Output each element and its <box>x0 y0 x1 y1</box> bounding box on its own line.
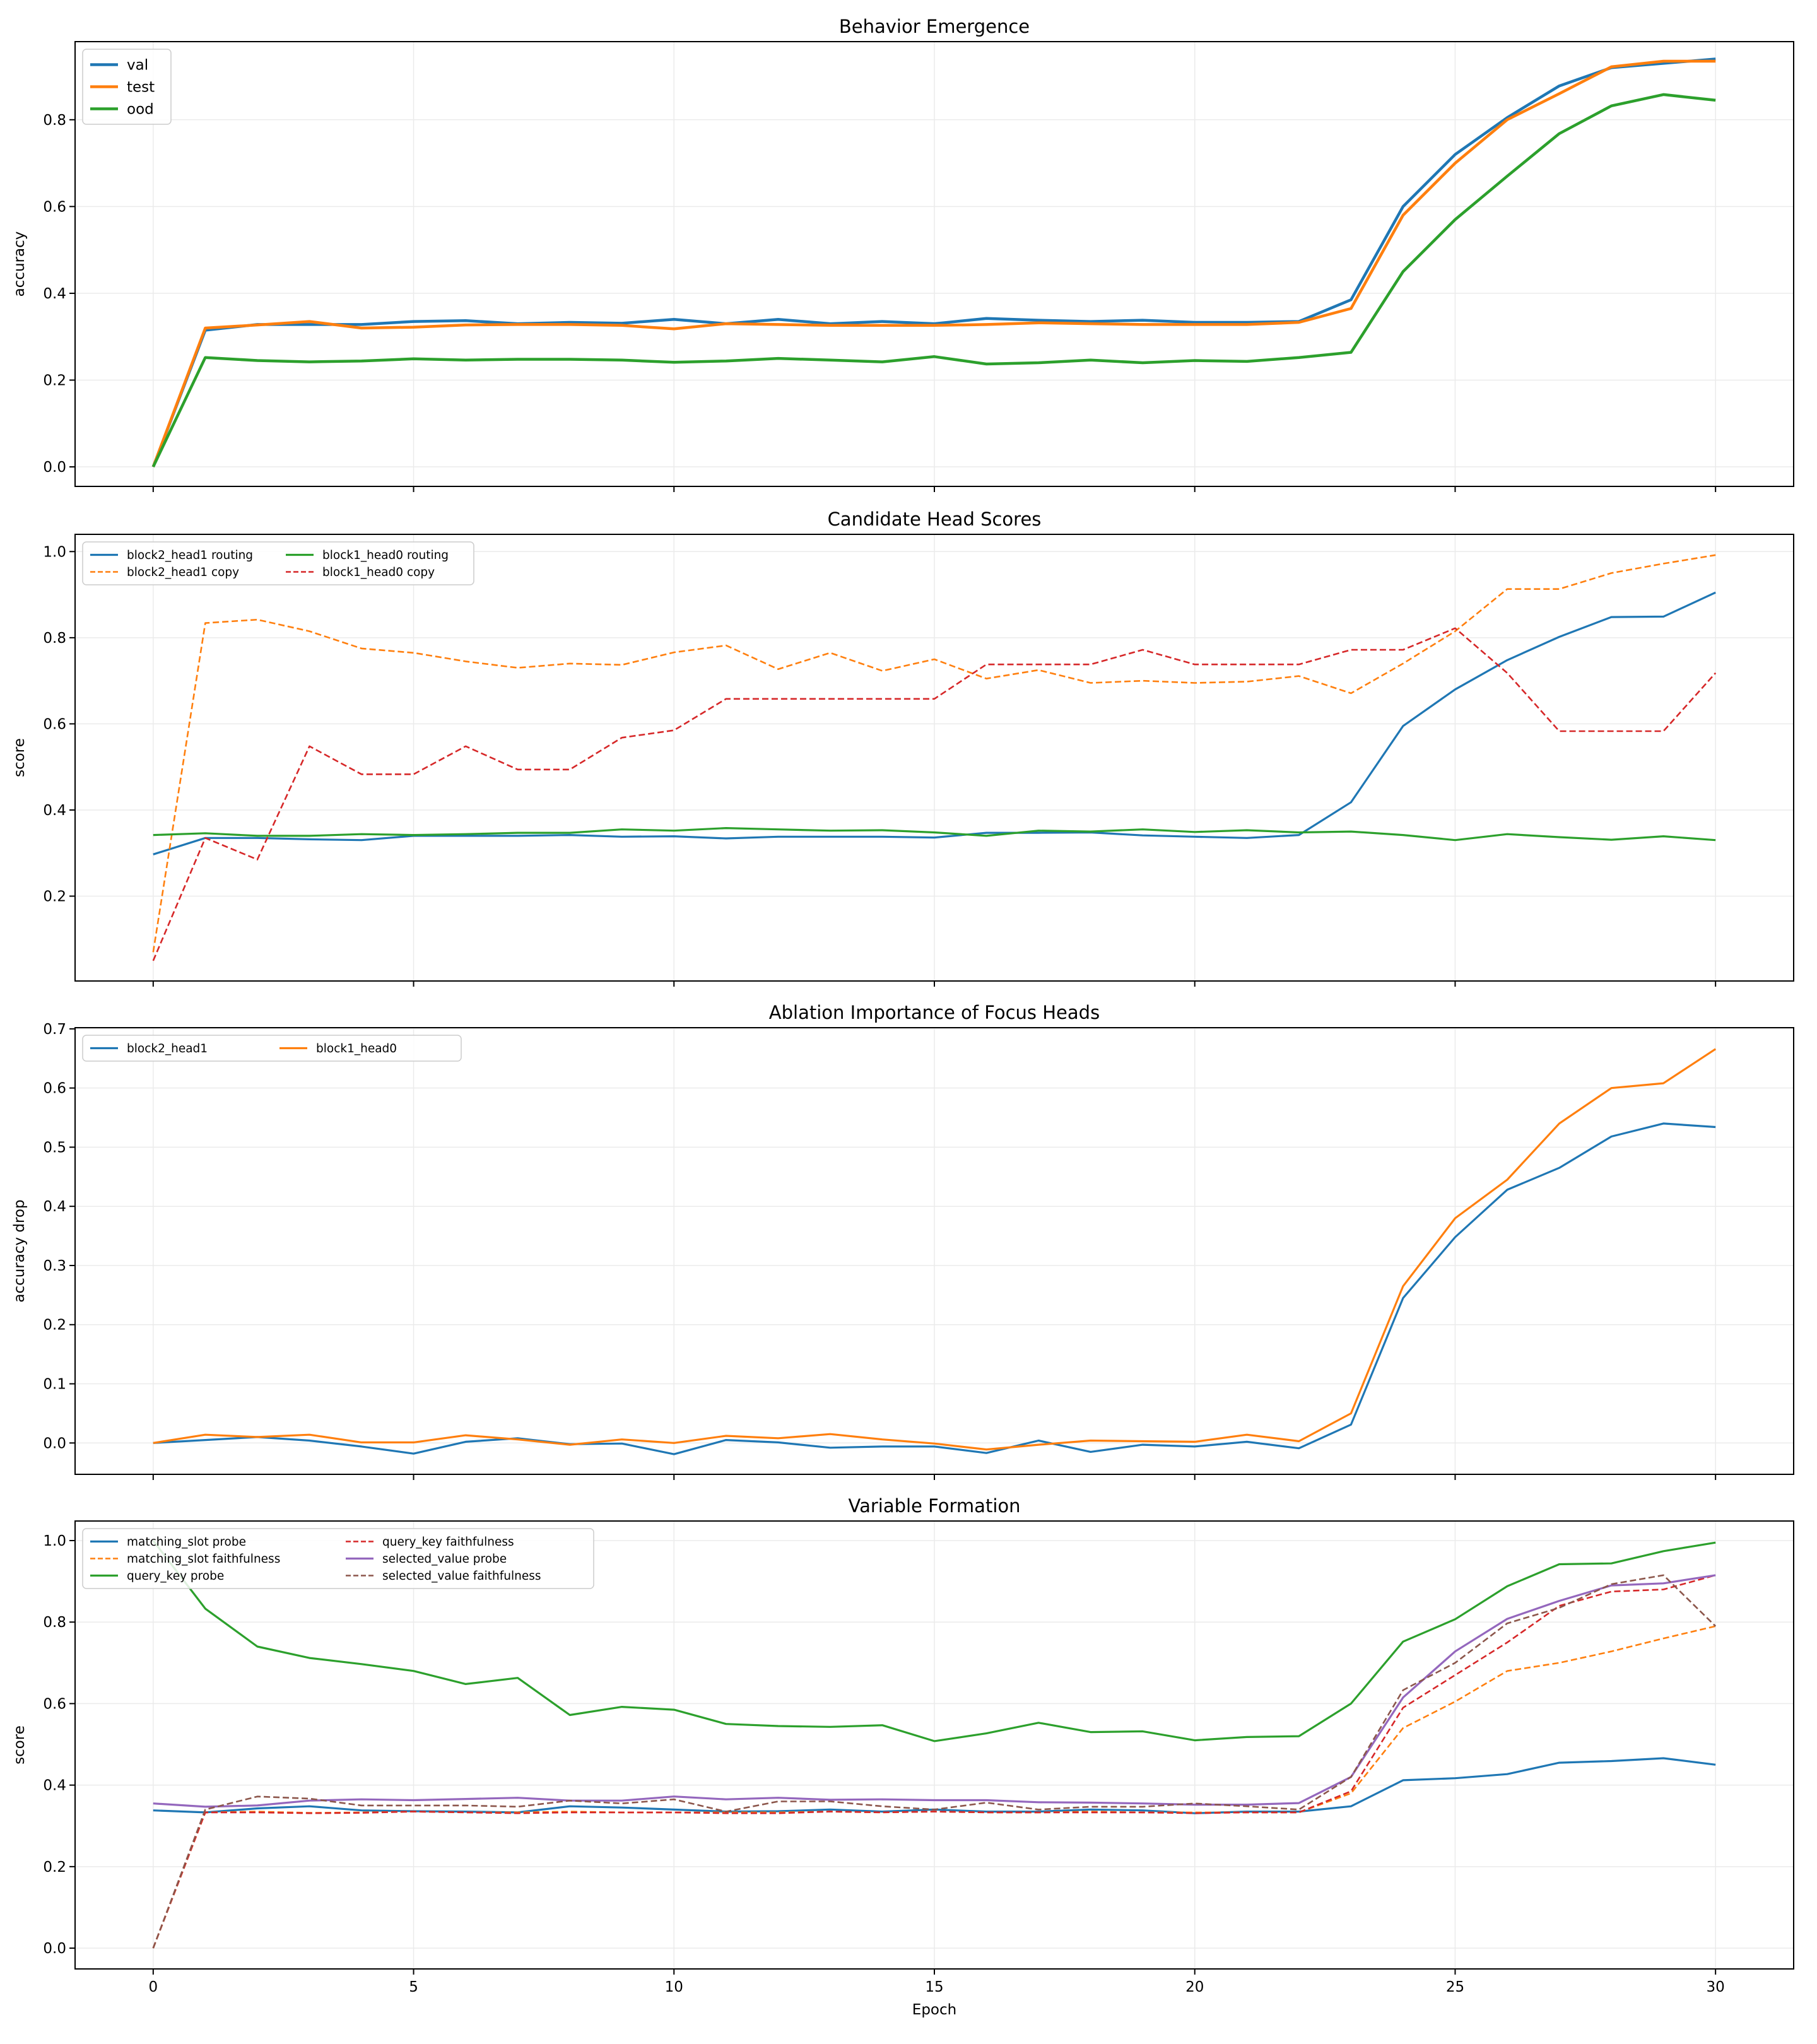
legend-label: matching_slot faithfulness <box>127 1553 280 1566</box>
series-line-block2-head1 <box>153 1122 1716 1455</box>
legend-label: block2_head1 <box>127 1042 208 1055</box>
legend-label: val <box>127 57 148 74</box>
y-tick-label: 0.4 <box>43 1778 66 1794</box>
y-axis-label: score <box>11 738 28 777</box>
y-tick-label: 0.8 <box>43 630 66 647</box>
legend-box <box>82 1035 462 1062</box>
legend: val test ood <box>82 49 172 125</box>
legend-label: selected_value faithfulness <box>382 1570 541 1583</box>
series-line-block2-head1-copy <box>152 554 1716 953</box>
legend-box <box>82 49 172 125</box>
legend-label: query_key probe <box>127 1570 224 1583</box>
legend-label: block1_head0 routing <box>322 549 449 562</box>
chart-panel-3: 0.0 0.1 0.2 0.3 0.4 0.5 0.6 0.7 Ablation Importa… <box>11 1002 1794 1480</box>
series-line-ood <box>151 93 1716 467</box>
series-line-test <box>151 59 1716 467</box>
chart-title: Behavior Emergence <box>839 16 1030 37</box>
series-line-query-key-faithfulness <box>152 1574 1716 1949</box>
legend-label: block2_head1 copy <box>127 566 239 579</box>
y-tick-label: 0.0 <box>43 1435 66 1452</box>
y-tick-label: 0.4 <box>43 286 66 302</box>
x-tick-label: 25 <box>1446 1979 1464 1995</box>
x-tick-label: 15 <box>925 1979 943 1995</box>
legend-label: block2_head1 routing <box>127 549 253 562</box>
x-axis-label: Epoch <box>912 2002 956 2018</box>
series-line-selected-value-faithfulness <box>152 1574 1717 1949</box>
y-tick-label: 0.4 <box>43 802 66 819</box>
y-tick-label: 0.1 <box>43 1377 66 1393</box>
y-axis-label: score <box>11 1725 28 1765</box>
x-tick-label: 30 <box>1707 1979 1725 1995</box>
chart-title: Variable Formation <box>848 1495 1020 1517</box>
y-axis-label: accuracy <box>11 232 28 297</box>
legend-box <box>82 1528 594 1589</box>
y-tick-label: 0.4 <box>43 1199 66 1215</box>
x-tick-label: 5 <box>409 1979 418 1995</box>
legend: matching_slot probe matching_slot faithfu… <box>82 1528 594 1589</box>
legend-label: ood <box>127 102 154 118</box>
chart-panel-1: 0.0 0.2 0.4 0.6 0.8 Behavior Emergence accurac… <box>11 16 1794 492</box>
y-tick-label: 1.0 <box>43 544 66 560</box>
legend: block2_head1 block1_head0 <box>82 1035 462 1062</box>
legend-label: block1_head0 copy <box>322 566 435 579</box>
y-tick-label: 0.7 <box>43 1021 66 1038</box>
series-line-block1-head0-routing <box>153 826 1716 842</box>
x-tick-label: 0 <box>148 1979 158 1995</box>
legend-label: selected_value probe <box>382 1553 507 1566</box>
y-tick-label: 0.2 <box>43 889 66 905</box>
legend-label: test <box>127 79 155 96</box>
y-tick-label: 0.2 <box>43 1859 66 1876</box>
y-tick-label: 0.8 <box>43 112 66 129</box>
y-tick-label: 1.0 <box>43 1533 66 1549</box>
y-axis-label: accuracy drop <box>11 1199 28 1302</box>
y-tick-label: 0.6 <box>43 1081 66 1097</box>
y-tick-label: 0.3 <box>43 1258 66 1274</box>
y-tick-label: 0.6 <box>43 1696 66 1712</box>
legend-label: matching_slot probe <box>127 1536 246 1549</box>
x-tick-label: 10 <box>665 1979 683 1995</box>
y-tick-label: 0.2 <box>43 372 66 389</box>
y-tick-label: 0.6 <box>43 199 66 215</box>
y-tick-label: 0.5 <box>43 1139 66 1156</box>
series-line-block1-head0-copy <box>152 627 1717 961</box>
legend-box <box>82 541 474 585</box>
x-tick-label: 20 <box>1185 1979 1204 1995</box>
y-tick-label: 0.0 <box>43 459 66 476</box>
series-line-selected-value-probe <box>153 1574 1716 1808</box>
chart-title: Ablation Importance of Focus Heads <box>769 1002 1100 1023</box>
series-line-block1-head0 <box>153 1048 1717 1451</box>
y-tick-label: 0.0 <box>43 1941 66 1957</box>
chart-panel-2: 0.2 0.4 0.6 0.8 1.0 Candidate Head Scores scor… <box>11 508 1794 987</box>
y-tick-label: 0.2 <box>43 1317 66 1334</box>
chart-panel-4: 0 5 10 15 20 25 30 0.0 0.2 0.4 0.6 0.8 1.0 Variable F… <box>11 1495 1794 2018</box>
y-tick-label: 0.8 <box>43 1614 66 1631</box>
legend-label: query_key faithfulness <box>382 1536 514 1549</box>
y-tick-label: 0.6 <box>43 716 66 732</box>
series-line-val <box>151 57 1716 467</box>
legend-label: block1_head0 <box>316 1042 397 1055</box>
series-line-query-key-probe <box>152 1540 1716 1742</box>
chart-title: Candidate Head Scores <box>828 508 1042 530</box>
legend: block2_head1 routing block2_head1 copy blo… <box>82 541 474 585</box>
